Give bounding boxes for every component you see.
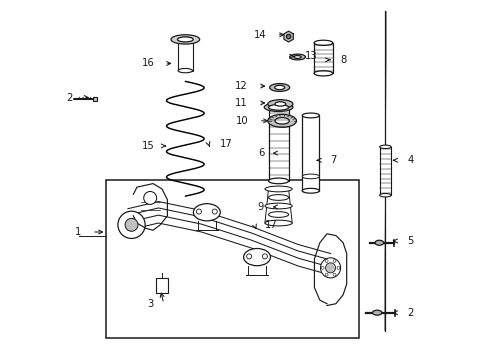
Circle shape [196, 209, 201, 214]
Circle shape [325, 260, 327, 262]
Text: 2: 2 [66, 93, 72, 103]
Ellipse shape [268, 104, 288, 110]
Circle shape [325, 263, 335, 273]
Text: 6: 6 [257, 148, 264, 158]
Circle shape [321, 266, 324, 269]
Text: 12: 12 [235, 81, 247, 91]
Ellipse shape [267, 100, 292, 108]
Ellipse shape [379, 145, 390, 149]
Ellipse shape [171, 35, 199, 44]
Circle shape [125, 219, 138, 231]
Text: 10: 10 [235, 116, 247, 126]
Bar [302, 116, 319, 191]
Ellipse shape [243, 248, 270, 266]
Text: 9: 9 [257, 202, 264, 212]
Ellipse shape [268, 195, 288, 201]
Ellipse shape [372, 310, 381, 315]
Ellipse shape [289, 54, 305, 60]
Ellipse shape [177, 37, 193, 42]
Polygon shape [284, 31, 293, 42]
Ellipse shape [268, 212, 288, 217]
Bar [268, 107, 288, 181]
Ellipse shape [302, 188, 319, 193]
Text: 1: 1 [75, 227, 81, 237]
Bar [313, 43, 332, 73]
Ellipse shape [264, 103, 292, 112]
Ellipse shape [269, 84, 289, 91]
Circle shape [332, 273, 335, 276]
Circle shape [336, 266, 339, 269]
Text: 5: 5 [407, 236, 413, 246]
Text: 11: 11 [235, 98, 247, 108]
Circle shape [212, 209, 217, 214]
Text: 17: 17 [265, 220, 278, 230]
Bar [379, 147, 390, 195]
Ellipse shape [293, 55, 301, 58]
Text: 8: 8 [340, 55, 346, 65]
Ellipse shape [302, 174, 319, 179]
Circle shape [143, 192, 156, 204]
Circle shape [262, 254, 267, 259]
Circle shape [325, 273, 327, 276]
Text: 7: 7 [330, 155, 336, 165]
Ellipse shape [264, 203, 292, 209]
Ellipse shape [313, 40, 332, 45]
Ellipse shape [264, 186, 292, 192]
Text: 16: 16 [141, 58, 154, 68]
Ellipse shape [379, 194, 390, 197]
Ellipse shape [302, 113, 319, 118]
Text: 17: 17 [219, 139, 232, 149]
Text: 3: 3 [146, 299, 153, 309]
Text: 4: 4 [407, 155, 413, 165]
Circle shape [246, 254, 251, 259]
Ellipse shape [274, 118, 289, 124]
Circle shape [320, 258, 340, 278]
Ellipse shape [178, 68, 192, 73]
Ellipse shape [264, 220, 292, 226]
Ellipse shape [286, 35, 290, 39]
Ellipse shape [313, 71, 332, 76]
Ellipse shape [274, 85, 284, 90]
Bar [155, 278, 168, 293]
Ellipse shape [274, 102, 285, 106]
Ellipse shape [178, 37, 192, 41]
Bar [93, 97, 97, 102]
Ellipse shape [374, 240, 383, 245]
Text: 13: 13 [304, 51, 317, 61]
Circle shape [118, 211, 145, 238]
Text: 15: 15 [141, 141, 154, 151]
Ellipse shape [193, 204, 220, 221]
Ellipse shape [267, 114, 296, 127]
Circle shape [332, 260, 335, 262]
Bar [178, 40, 192, 71]
Ellipse shape [268, 178, 288, 184]
Text: 14: 14 [253, 30, 265, 40]
Bar [106, 180, 359, 338]
Text: 2: 2 [407, 308, 413, 318]
